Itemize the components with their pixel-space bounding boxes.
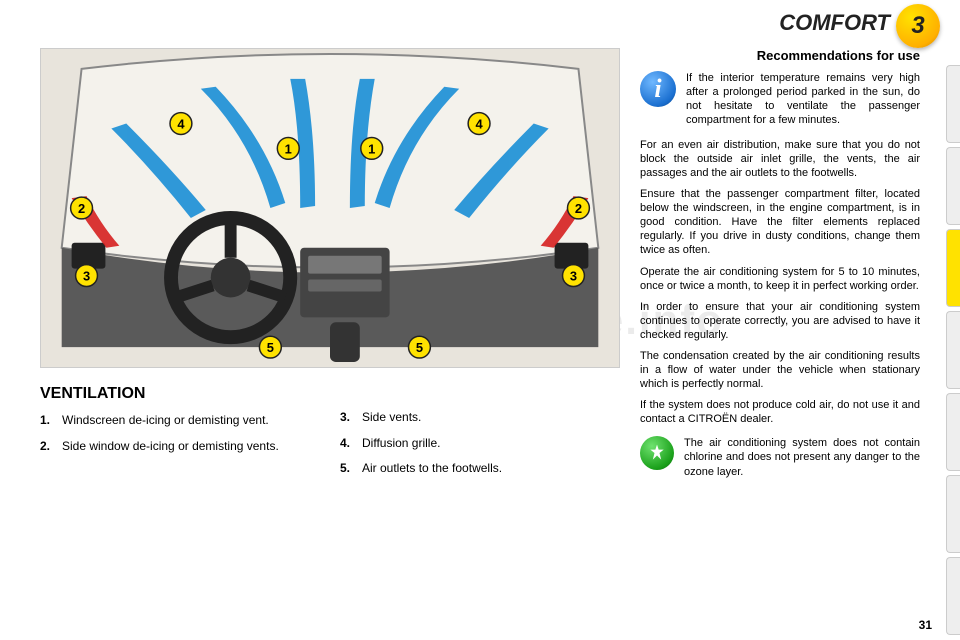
rec-para: For an even air distribution, make sure …: [640, 138, 920, 180]
side-tabs: [946, 65, 960, 635]
side-tab: [946, 393, 960, 471]
ventilation-diagram: 1 1 2 2 3 3 4 4 5 5: [40, 48, 620, 368]
callout-2: 2: [78, 201, 85, 216]
list-item: 1. Windscreen de-icing or demisting vent…: [40, 413, 320, 429]
list-item: 3. Side vents.: [340, 410, 620, 426]
page-header: COMFORT 3: [0, 0, 960, 44]
side-tab: [946, 475, 960, 553]
chapter-badge: 3: [896, 4, 940, 48]
list-item: 5. Air outlets to the footwells.: [340, 461, 620, 477]
side-tab: [946, 311, 960, 389]
callout-4: 4: [177, 117, 185, 132]
page-number: 31: [919, 618, 932, 632]
eco-icon: [640, 436, 674, 470]
info-icon: i: [640, 71, 676, 107]
left-column: VENTILATION 1. Windscreen de-icing or de…: [40, 385, 320, 464]
eco-note-text: The air conditioning system does not con…: [684, 436, 920, 478]
list-text: Air outlets to the footwells.: [362, 461, 620, 477]
list-text: Diffusion grille.: [362, 436, 620, 452]
callout-1b: 1: [368, 141, 375, 156]
side-tab-active: [946, 229, 960, 307]
side-tab: [946, 557, 960, 635]
list-text: Windscreen de-icing or demisting vent.: [62, 413, 320, 429]
list-num: 5.: [340, 461, 362, 477]
callout-3: 3: [83, 269, 90, 284]
list-text: Side vents.: [362, 410, 620, 426]
rec-para: If the system does not produce cold air,…: [640, 398, 920, 426]
dashboard-svg: 1 1 2 2 3 3 4 4 5 5: [41, 49, 619, 367]
right-column: Recommendations for use i If the interio…: [640, 48, 920, 479]
eco-note-row: The air conditioning system does not con…: [640, 436, 920, 478]
list-item: 2. Side window de-icing or demisting ven…: [40, 439, 320, 455]
recommendations-header: i If the interior temperature remains ve…: [640, 71, 920, 134]
header-title: COMFORT: [779, 10, 890, 36]
callout-5b: 5: [416, 340, 423, 355]
callout-1: 1: [285, 141, 292, 156]
rec-para: In order to ensure that your air conditi…: [640, 300, 920, 342]
list-text: Side window de-icing or demisting vents.: [62, 439, 320, 455]
section-title: VENTILATION: [40, 385, 320, 403]
list-num: 2.: [40, 439, 62, 455]
rec-para: Operate the air conditioning system for …: [640, 265, 920, 293]
rec-para: If the interior temperature remains very…: [686, 71, 920, 127]
mid-column: 3. Side vents. 4. Diffusion grille. 5. A…: [340, 410, 620, 487]
list-num: 4.: [340, 436, 362, 452]
recommendations-title: Recommendations for use: [640, 48, 920, 65]
callout-4b: 4: [475, 117, 483, 132]
side-tab: [946, 147, 960, 225]
side-tab: [946, 65, 960, 143]
list-num: 1.: [40, 413, 62, 429]
rec-para: The condensation created by the air cond…: [640, 349, 920, 391]
callout-2b: 2: [575, 201, 582, 216]
callout-5: 5: [267, 340, 274, 355]
rec-para: Ensure that the passenger compartment fi…: [640, 187, 920, 257]
callout-3b: 3: [570, 269, 577, 284]
manual-page: carmanualsonline.info COMFORT 3: [0, 0, 960, 640]
list-num: 3.: [340, 410, 362, 426]
list-item: 4. Diffusion grille.: [340, 436, 620, 452]
